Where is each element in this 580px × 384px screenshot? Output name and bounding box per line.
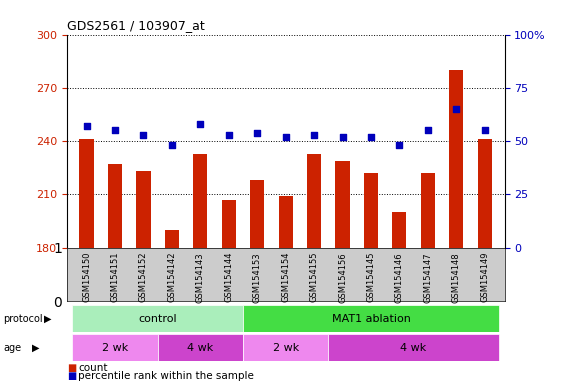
Text: age: age (3, 343, 21, 353)
Point (423, 127, 433, 134)
Text: count: count (78, 363, 108, 373)
Bar (420, 173, 435, 248)
Text: GDS2561 / 103907_at: GDS2561 / 103907_at (67, 19, 204, 32)
Text: ▶: ▶ (32, 343, 39, 353)
Bar (278, 196, 293, 248)
Bar (108, 164, 122, 248)
Text: protocol: protocol (3, 314, 42, 324)
Bar (165, 230, 179, 248)
Bar (449, 70, 463, 248)
Text: ■: ■ (67, 363, 76, 373)
Text: GSM154146: GSM154146 (395, 252, 404, 303)
Text: MAT1 ablation: MAT1 ablation (332, 314, 411, 324)
Text: GSM154155: GSM154155 (310, 252, 318, 303)
Text: control: control (139, 314, 177, 324)
Bar (72, 334, 158, 361)
Point (310, 132, 319, 138)
Bar (392, 212, 407, 248)
Text: GSM154153: GSM154153 (253, 252, 262, 303)
Bar (79, 139, 94, 248)
Point (110, 127, 119, 134)
Text: 4 wk: 4 wk (400, 343, 427, 353)
Text: GSM154142: GSM154142 (168, 252, 176, 303)
Bar (136, 171, 151, 248)
Text: ▶: ▶ (44, 314, 51, 324)
Point (82, 123, 91, 129)
Text: GSM154149: GSM154149 (480, 252, 489, 303)
Point (195, 121, 205, 127)
Bar (222, 200, 236, 248)
Text: 2 wk: 2 wk (102, 343, 128, 353)
Bar (72, 305, 243, 332)
Text: ■: ■ (67, 371, 76, 381)
Bar (243, 305, 499, 332)
Text: GSM154145: GSM154145 (367, 252, 375, 303)
Bar (477, 139, 492, 248)
Point (224, 132, 233, 138)
Text: 4 wk: 4 wk (187, 343, 213, 353)
Point (452, 106, 461, 112)
Bar (335, 161, 350, 248)
Text: GSM154152: GSM154152 (139, 252, 148, 303)
Text: GSM154156: GSM154156 (338, 252, 347, 303)
Text: GSM154143: GSM154143 (196, 252, 205, 303)
Text: percentile rank within the sample: percentile rank within the sample (78, 371, 254, 381)
Text: GSM154147: GSM154147 (423, 252, 432, 303)
Point (338, 134, 347, 140)
Text: GSM154154: GSM154154 (281, 252, 290, 303)
Point (139, 132, 148, 138)
Bar (307, 154, 321, 248)
Text: GSM154144: GSM154144 (224, 252, 233, 303)
Bar (193, 154, 208, 248)
Text: GSM154148: GSM154148 (452, 252, 461, 303)
Point (367, 134, 376, 140)
Point (480, 127, 490, 134)
Point (281, 134, 291, 140)
Text: 2 wk: 2 wk (273, 343, 299, 353)
Text: GSM154150: GSM154150 (82, 252, 91, 303)
Point (252, 129, 262, 136)
Bar (250, 180, 264, 248)
Text: GSM154151: GSM154151 (111, 252, 119, 303)
Point (395, 142, 404, 149)
Bar (243, 334, 328, 361)
Point (167, 142, 176, 149)
Bar (158, 334, 243, 361)
Bar (328, 334, 499, 361)
Bar (364, 173, 378, 248)
